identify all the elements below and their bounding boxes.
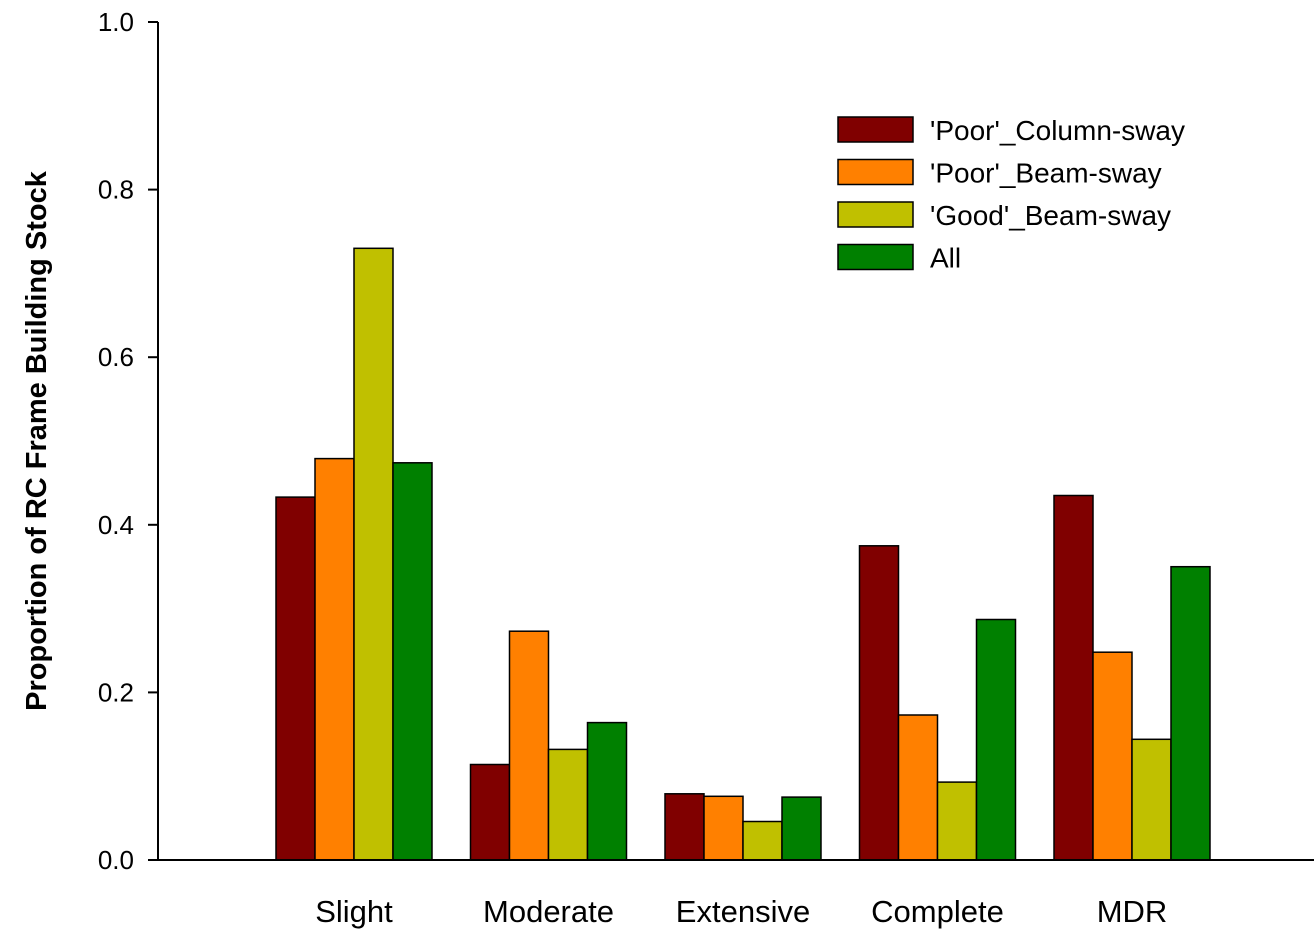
bar-extensive-series-3 [781,796,822,861]
legend-swatch [837,243,914,271]
x-labels-group: Slight Moderate Extensive Complete MDR [315,894,1167,929]
bar-moderate-series-3 [586,721,628,861]
bar-slight-series-0 [275,496,316,861]
bar-moderate-series-1 [508,630,550,861]
bar-complete-series-0 [858,545,900,861]
legend-label: 'Poor'_Column-sway [930,115,1185,146]
y-axis-title: Proportion of RC Frame Building Stock [21,170,53,711]
bar-slight-series-2 [353,247,394,861]
bars-group [275,247,1211,861]
legend-swatch [837,158,914,186]
y-tick-label: 0.4 [98,510,134,540]
x-category-label: Slight [315,894,393,929]
legend-swatch [837,116,914,143]
bar-complete-series-1 [897,714,939,861]
bar-mdr-series-0 [1053,494,1094,861]
y-tick-label: 0.6 [98,342,134,372]
x-category-label: MDR [1097,894,1168,929]
legend: 'Poor'_Column-sway 'Poor'_Beam-sway 'Good'… [837,115,1185,274]
x-category-label: Extensive [676,894,810,929]
y-tick-label: 0.0 [98,845,134,875]
y-ticks-group: 0.0 0.2 0.4 0.6 0.8 1.0 [98,7,158,875]
legend-label: 'Poor'_Beam-sway [930,158,1162,189]
legend-label: 'Good'_Beam-sway [930,200,1171,231]
bar-mdr-series-3 [1170,565,1211,861]
bar-extensive-series-2 [742,820,783,861]
bar-moderate-series-0 [469,763,511,861]
legend-label: All [930,243,961,274]
bar-mdr-series-1 [1092,651,1133,861]
bar-mdr-series-2 [1131,738,1172,861]
bar-complete-series-3 [975,618,1017,861]
bar-moderate-series-2 [547,748,589,861]
axes-group [157,22,1314,861]
bar-slight-series-3 [392,462,433,861]
bar-extensive-series-1 [703,795,744,861]
x-category-label: Moderate [483,894,614,929]
y-tick-label: 1.0 [98,7,134,37]
bar-complete-series-2 [936,781,978,861]
x-category-label: Complete [871,894,1004,929]
y-tick-label: 0.8 [98,175,134,205]
bar-slight-series-1 [314,457,355,861]
legend-swatch [837,201,914,228]
y-tick-label: 0.2 [98,677,134,707]
bar-extensive-series-0 [664,793,705,861]
